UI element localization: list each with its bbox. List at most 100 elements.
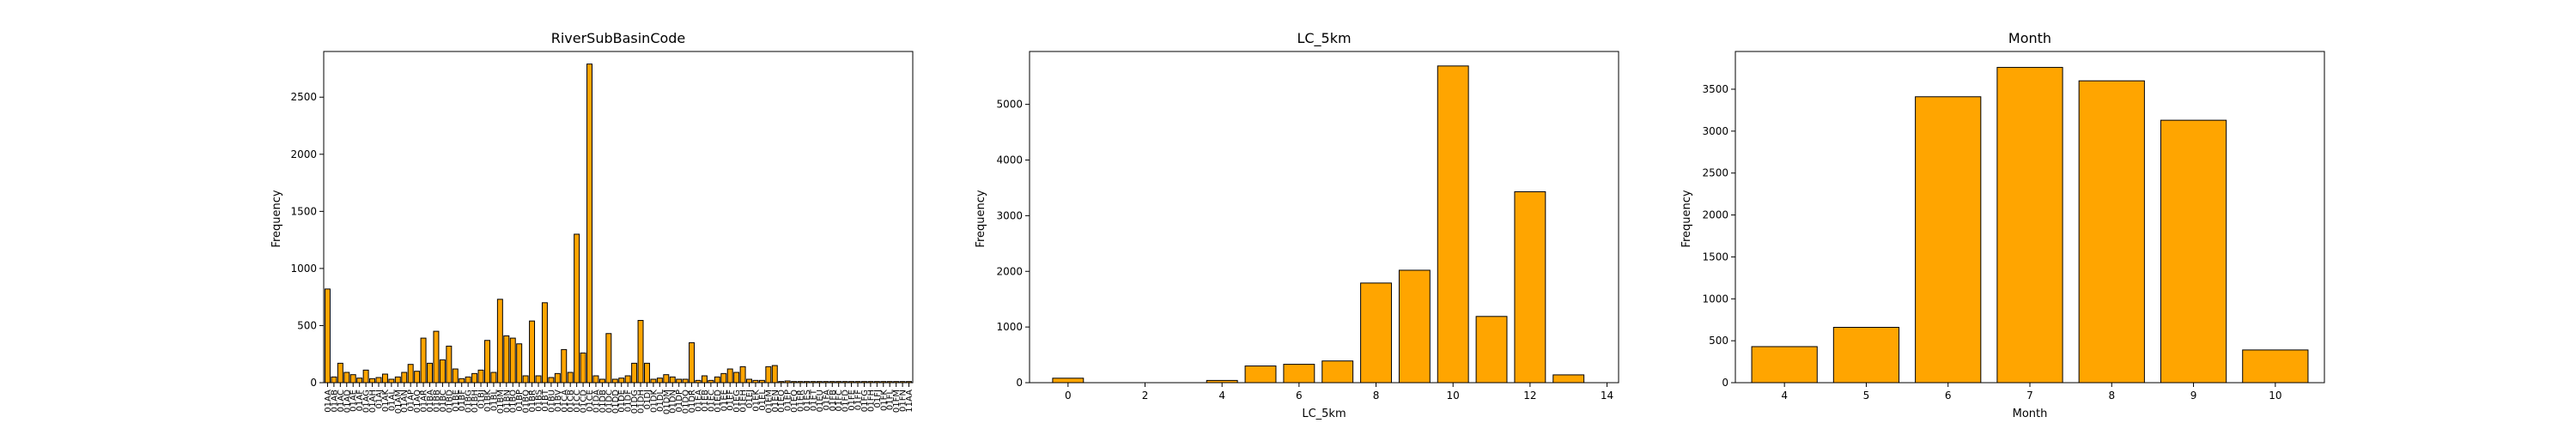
x-tick-label: 01DL: [656, 390, 665, 412]
x-tick-label: 12: [1523, 390, 1536, 402]
x-tick-label: 01BQ: [522, 390, 532, 414]
x-tick-label: 01DA: [592, 390, 601, 413]
bar: [433, 330, 440, 384]
bar: [1996, 67, 2063, 384]
x-tick-label: 14: [1601, 390, 1613, 402]
x-tick-label: 01FN: [899, 390, 908, 412]
y-axis: 0 500 1000 1500 2000 2500 3000 3500: [1702, 83, 1735, 389]
x-axis: 4 5 6 7 8 9 10: [1781, 383, 2281, 402]
bar: [381, 373, 388, 384]
bar: [362, 369, 369, 384]
x-tick-label: 01CB: [567, 390, 576, 413]
bar: [580, 352, 586, 384]
x-tick-label: 01AA: [324, 390, 333, 413]
x-tick-label: 01AK: [381, 390, 391, 413]
x-tick-label: 01CC: [573, 390, 582, 413]
x-tick-label: 01BT: [541, 389, 550, 412]
bar-series: [324, 63, 913, 384]
x-tick-label: 01AP: [407, 390, 416, 412]
chart-title: RiverSubBasinCode: [551, 30, 686, 46]
bar-series: [1751, 67, 2309, 384]
bar: [420, 337, 427, 384]
chart-river-sub-basin-code: RiverSubBasinCode Frequency 0 500 1000 1500…: [270, 30, 914, 414]
bar: [1832, 327, 1900, 384]
y-axis-label: Frequency: [270, 190, 283, 247]
x-tick-label: 01FD: [841, 390, 851, 412]
x-tick-label: 4: [1218, 390, 1225, 402]
y-tick-label: 2500: [290, 91, 317, 103]
y-tick-label: 3000: [1702, 125, 1728, 137]
x-tick-label: 01AQ: [413, 390, 422, 413]
y-tick-label: 2000: [996, 265, 1023, 277]
x-axis: 01AA01AB01AC01AD01AE01AF01AG01AH01AJ01AK…: [324, 383, 914, 414]
x-tick-label: 01BP: [515, 390, 525, 412]
x-tick-label: 01EL: [758, 390, 768, 411]
y-axis: 0 1000 2000 3000 4000 5000: [996, 99, 1030, 389]
bar-series: [1052, 65, 1585, 384]
y-tick-label: 5000: [996, 99, 1023, 111]
y-tick-label: 1000: [1702, 293, 1728, 305]
x-tick-label: 01EP: [784, 390, 793, 411]
bar: [554, 372, 561, 384]
x-tick-label: 01EQ: [790, 390, 799, 413]
x-tick-label: 01DG: [630, 390, 640, 414]
x-tick-label: 8: [1373, 390, 1380, 402]
bar: [427, 362, 433, 384]
bar: [650, 378, 657, 384]
x-tick-label: 01BA: [426, 390, 435, 413]
bar: [388, 378, 395, 384]
x-tick-label: 01CE: [586, 390, 595, 412]
x-tick-label: 01BF: [458, 390, 467, 412]
x-tick-label: 01BL: [489, 390, 499, 412]
x-tick-label: 01DH: [637, 390, 647, 414]
bar: [535, 375, 542, 384]
bar: [618, 378, 625, 384]
y-axis-label: Frequency: [975, 190, 987, 247]
x-tick-label: 01EB: [701, 390, 710, 412]
y-tick-label: 4000: [996, 154, 1023, 166]
bar: [676, 378, 683, 384]
bar: [465, 376, 471, 384]
bar: [509, 337, 516, 384]
bar: [586, 63, 592, 384]
bar: [637, 319, 644, 384]
bar: [592, 375, 599, 384]
x-tick-label: 01CA: [560, 390, 569, 413]
bar: [746, 378, 753, 384]
x-tick-label: 4: [1781, 390, 1788, 402]
bar: [1244, 366, 1277, 384]
x-tick-label: 01EO: [777, 390, 787, 413]
x-tick-label: 7: [2026, 390, 2033, 402]
bar: [2242, 349, 2309, 384]
bar: [1437, 65, 1469, 384]
bar: [516, 343, 523, 384]
bar: [644, 362, 650, 384]
bar: [1052, 378, 1084, 384]
bar: [324, 288, 331, 384]
bar: [2160, 119, 2227, 384]
bar: [1915, 96, 1982, 384]
bar: [401, 372, 408, 384]
x-tick-label: 01CD: [580, 390, 589, 414]
bar: [529, 320, 536, 384]
x-tick-label: 01DF: [624, 390, 634, 412]
x-tick-label: 01ED: [714, 390, 723, 413]
x-tick-label: 01AC: [337, 390, 346, 412]
x-tick-label: 01DJ: [643, 390, 653, 409]
bar: [356, 378, 363, 384]
bar: [503, 335, 510, 384]
y-tick-label: 500: [297, 319, 317, 331]
x-tick-label: 01AG: [362, 390, 372, 413]
x-tick-label: 01AL: [387, 390, 397, 412]
x-tick-label: 01AN: [400, 390, 410, 413]
bar: [407, 364, 414, 384]
x-tick-label: 01FG: [860, 390, 870, 412]
x-tick-label: 2: [1142, 390, 1149, 402]
x-tick-label: 01FE: [848, 390, 857, 411]
x-tick-label: 01EU: [816, 390, 825, 412]
bar: [720, 372, 727, 384]
bar: [548, 377, 555, 384]
bar: [739, 366, 746, 384]
x-tick-label: 01ES: [803, 390, 812, 411]
